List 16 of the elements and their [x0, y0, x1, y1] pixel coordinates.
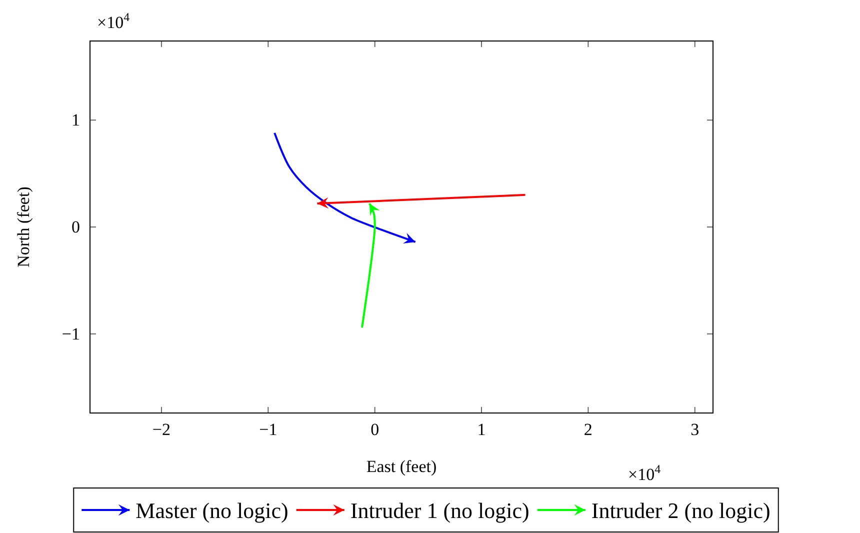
x-tick-label: 3: [690, 420, 700, 440]
x-tick-label: 1: [477, 420, 486, 440]
legend-label: Master (no logic): [136, 498, 288, 523]
legend-label: Intruder 1 (no logic): [350, 498, 530, 523]
text: ×10$^{4}$: [97, 10, 130, 32]
x-tick-label: −2: [152, 420, 171, 440]
legend-label: Intruder 2 (no logic): [591, 498, 770, 523]
x-tick-label: 0: [370, 420, 380, 440]
x-tick-label: 2: [584, 420, 592, 440]
y-tick-label: −1: [62, 324, 80, 344]
y-axis-title: North (feet): [14, 186, 33, 268]
x-tick-label: −1: [259, 420, 278, 440]
y-tick-label: 1: [72, 110, 80, 130]
x-axis-title: East (feet): [366, 457, 437, 476]
text: ×10$^{4}$: [628, 462, 661, 484]
y-tick-label: 0: [72, 217, 80, 236]
